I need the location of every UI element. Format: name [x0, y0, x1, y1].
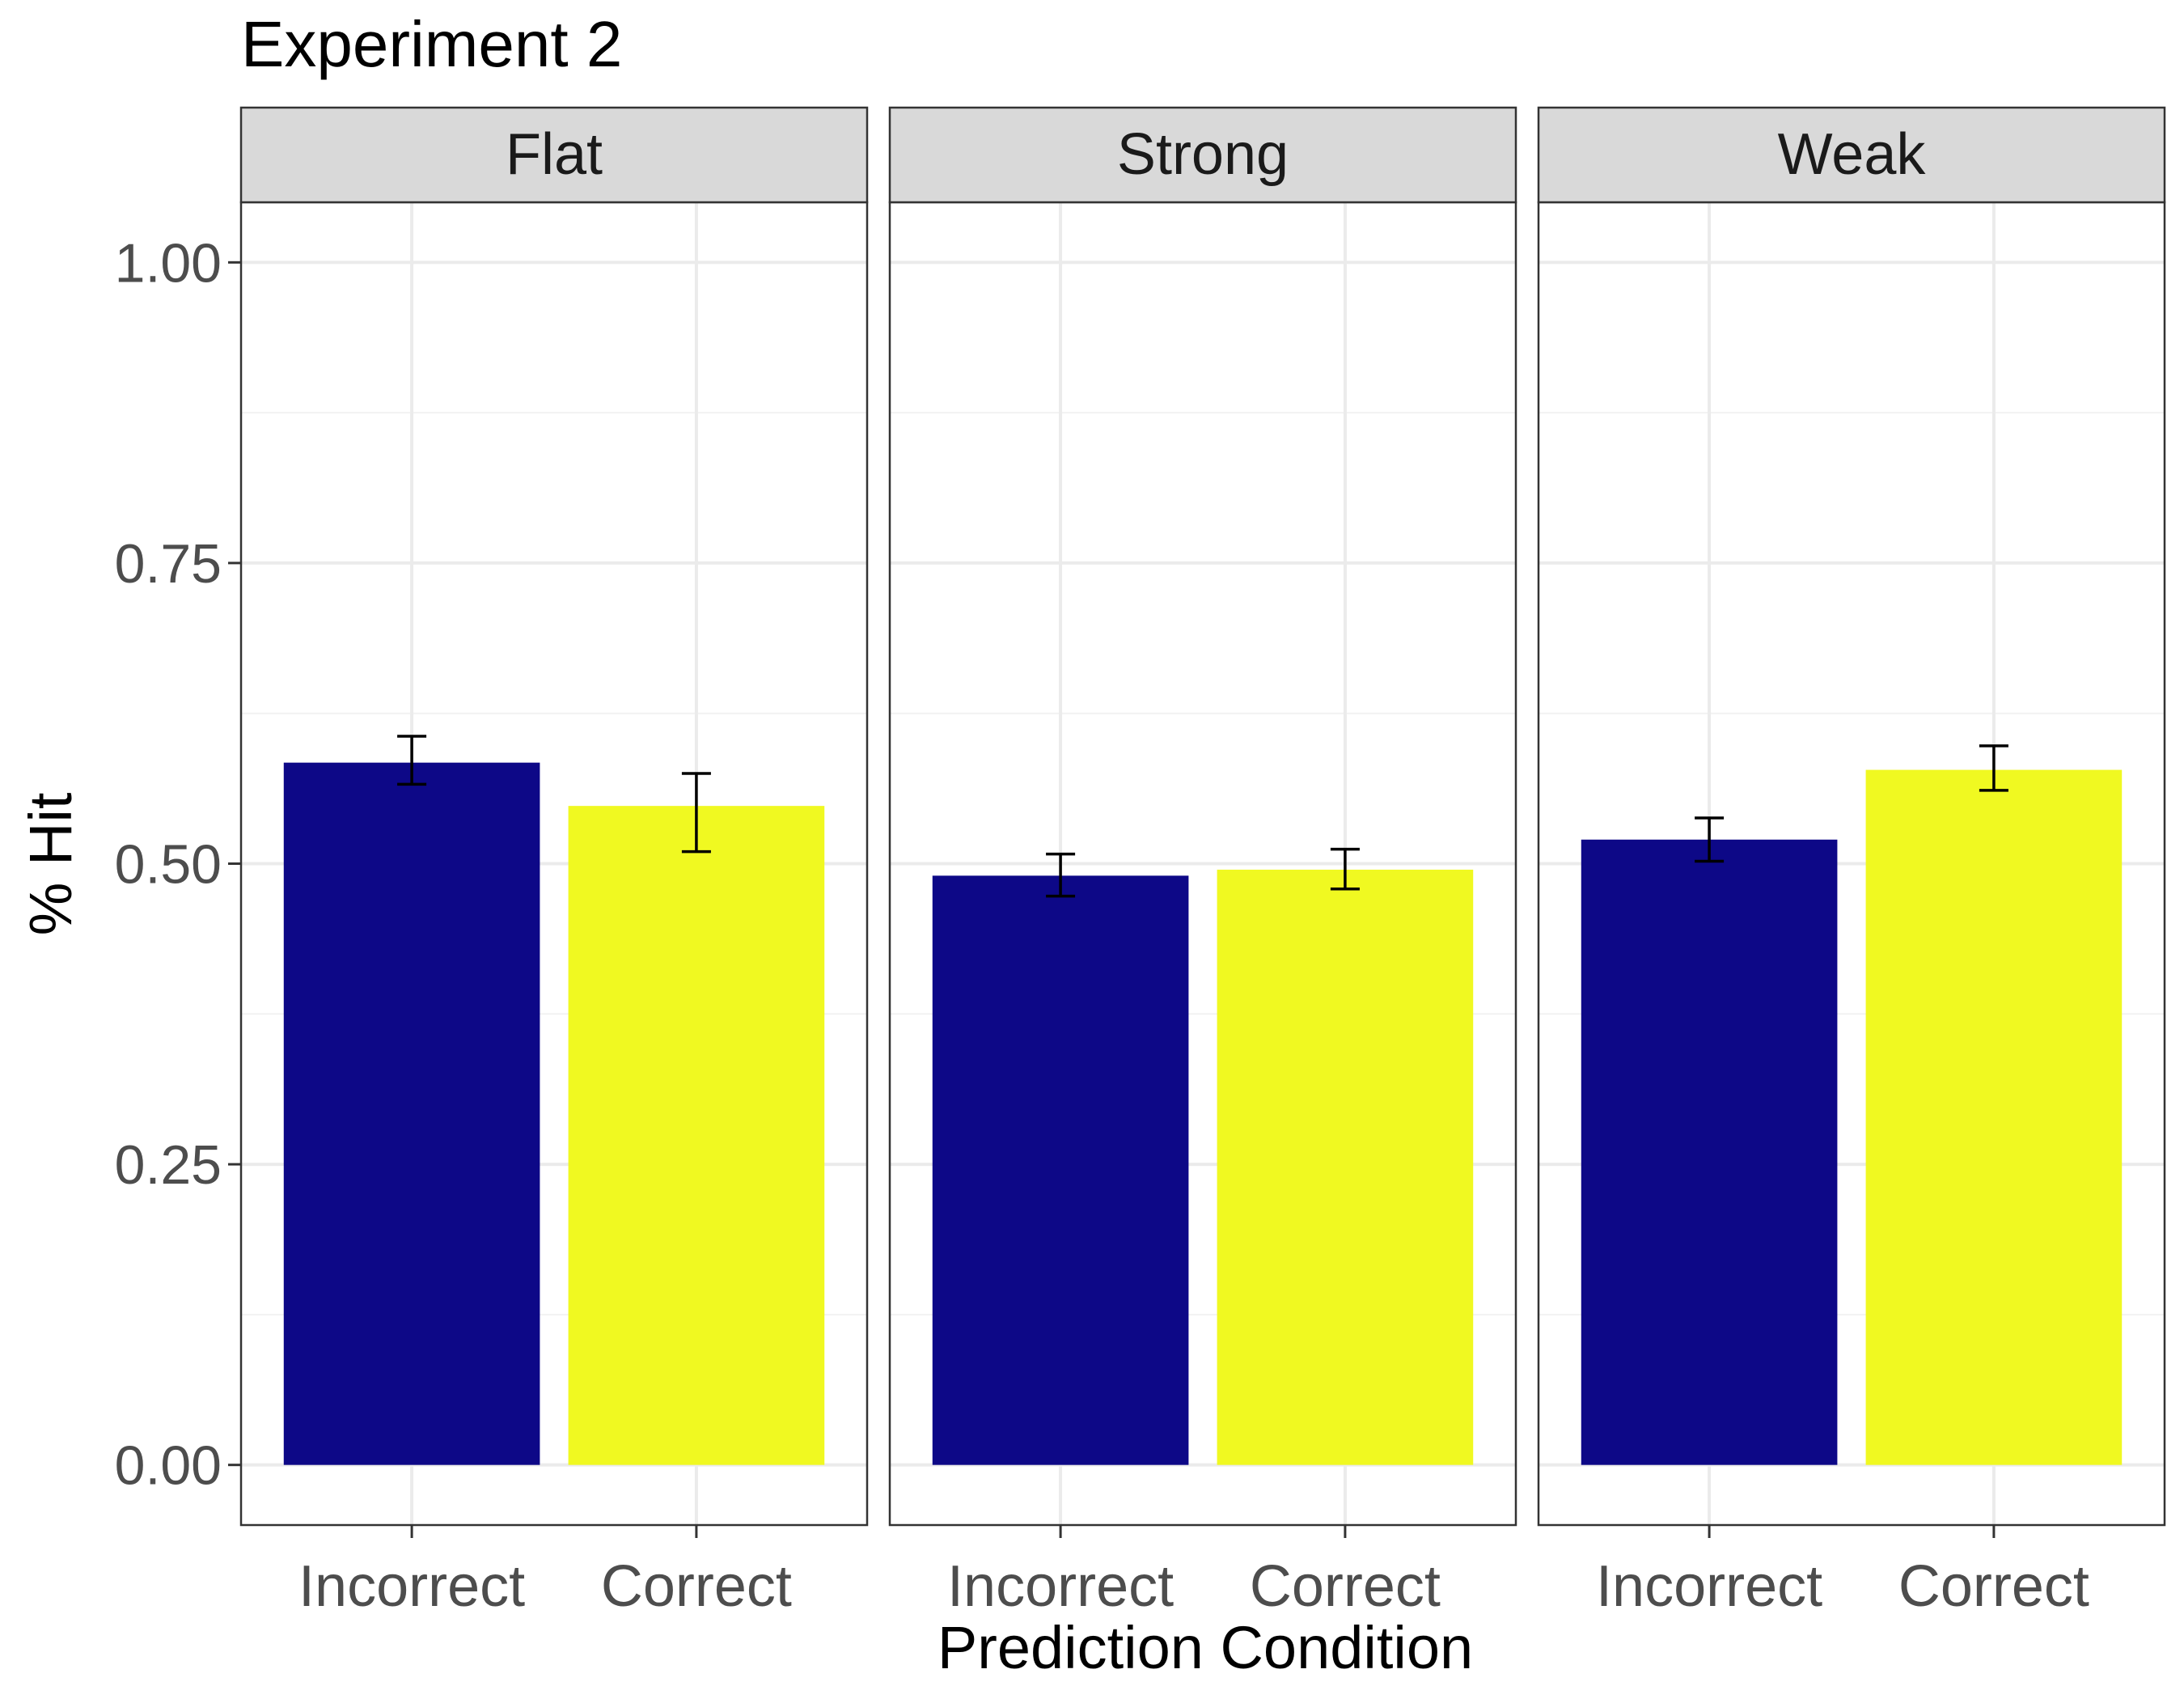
error-bar-flat-correct — [681, 772, 711, 854]
error-bar-strong-correct — [1330, 847, 1360, 891]
plot-area: 0.00 0.25 0.50 0.75 1.00 Flat Incorrect Correct… — [115, 106, 2166, 1619]
error-bar-strong-incorrect — [1046, 852, 1076, 898]
facet-strip-label: Weak — [1778, 122, 1927, 187]
x-axis-title: Prediction Condition — [938, 1614, 1473, 1681]
error-bar-weak-incorrect — [1695, 816, 1725, 863]
facet-strip — [239, 106, 869, 204]
x-tick-label: Incorrect — [1596, 1554, 1822, 1619]
bar-flat-incorrect — [283, 762, 540, 1465]
bar-strong-incorrect — [932, 875, 1189, 1465]
facet-panel-weak: Weak Incorrect Correct — [1537, 106, 2166, 1619]
x-tick-label: Correct — [1898, 1554, 2089, 1619]
x-tick-label: Incorrect — [298, 1554, 525, 1619]
error-bar-flat-incorrect — [397, 735, 427, 786]
x-tick-label: Incorrect — [947, 1554, 1174, 1619]
x-tick-label: Correct — [1250, 1554, 1441, 1619]
x-tick-label: Correct — [601, 1554, 792, 1619]
facet-strip-label: Strong — [1117, 122, 1289, 187]
bar-flat-correct — [568, 806, 825, 1465]
bar-weak-incorrect — [1581, 839, 1838, 1465]
facet-panel-strong: Strong Incorrect Correct — [888, 106, 1517, 1619]
facet-strip — [1537, 106, 2166, 204]
bar-strong-correct — [1217, 869, 1474, 1465]
y-tick-label: 0.50 — [115, 834, 222, 896]
facet-strip — [888, 106, 1517, 204]
facet-panel-flat: Flat Incorrect Correct — [239, 106, 869, 1619]
error-bar-weak-correct — [1979, 744, 2008, 792]
y-tick-label: 0.25 — [115, 1134, 222, 1196]
chart-title: Experiment 2 — [241, 8, 622, 80]
y-axis-title: % Hit — [17, 792, 84, 935]
facet-strip-label: Flat — [506, 122, 603, 187]
bar-weak-correct — [1865, 769, 2123, 1465]
y-tick-label: 0.00 — [115, 1435, 222, 1497]
y-tick-label: 1.00 — [115, 232, 222, 294]
y-tick-label: 0.75 — [115, 533, 222, 595]
